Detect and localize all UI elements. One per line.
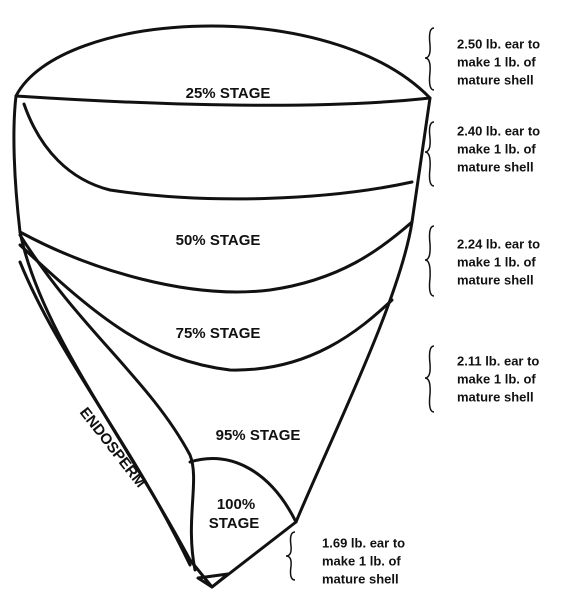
note-line: make 1 lb. of xyxy=(457,254,536,269)
note-line: make 1 lb. of xyxy=(457,54,536,69)
note-line: 2.50 lb. ear to xyxy=(457,36,540,51)
notes: 2.50 lb. ear to make 1 lb. of mature shell… xyxy=(322,36,540,586)
note-line: mature shell xyxy=(322,571,399,586)
note-line: mature shell xyxy=(457,159,534,174)
stage-label: 50% STAGE xyxy=(176,232,261,249)
kernel-diagram: 25% STAGE 50% STAGE 75% STAGE 95% STAGE … xyxy=(0,0,586,590)
note-line: mature shell xyxy=(457,72,534,87)
note-line: 2.24 lb. ear to xyxy=(457,236,540,251)
stage-label: 75% STAGE xyxy=(176,325,261,342)
note-line: mature shell xyxy=(457,272,534,287)
note-line: make 1 lb. of xyxy=(322,553,401,568)
stage-label: STAGE xyxy=(209,515,260,532)
note-line: 2.11 lb. ear to xyxy=(457,353,539,368)
note-line: make 1 lb. of xyxy=(457,141,536,156)
note-line: mature shell xyxy=(457,389,534,404)
note-line: make 1 lb. of xyxy=(457,371,536,386)
note-line: 2.40 lb. ear to xyxy=(457,123,540,138)
endosperm-label: ENDOSPERM xyxy=(76,404,149,491)
stage-label: 100% xyxy=(217,496,255,513)
stage-label: 95% STAGE xyxy=(216,427,301,444)
stage-label: 25% STAGE xyxy=(186,85,271,102)
note-line: 1.69 lb. ear to xyxy=(322,535,405,550)
